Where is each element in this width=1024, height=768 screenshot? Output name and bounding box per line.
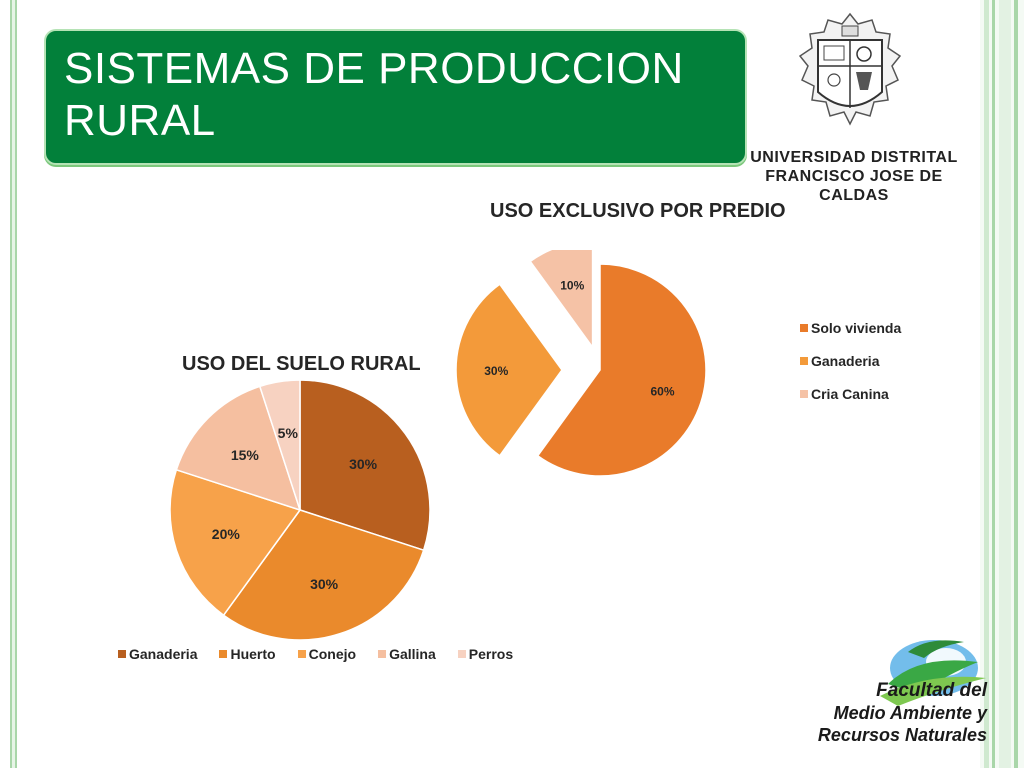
chart1-slice-ganaderia: [299, 380, 431, 552]
university-name-line2: FRANCISCO JOSE DE CALDAS: [765, 168, 943, 204]
chart1-data-label-ganaderia: 30%: [349, 456, 378, 472]
chart1-legend: Ganaderia Huerto Conejo Gallina Perros: [118, 646, 513, 662]
university-crest-logo: [798, 12, 902, 126]
faculty-globe-logo: [880, 640, 986, 706]
chart1-slice-conejo: [169, 468, 302, 617]
chart1-title: USO DEL SUELO RURAL: [182, 353, 421, 375]
chart-uso-exclusivo-predio: 60% 30% 10%: [455, 250, 707, 477]
chart2-data-label-solo-vivienda: 60%: [650, 384, 674, 398]
chart2-slice-ganaderia: [455, 283, 563, 457]
title-banner: SISTEMAS DE PRODUCCION RURAL: [44, 29, 747, 165]
chart2-legend-swatch: [800, 324, 808, 332]
chart2-data-label-ganaderia: 30%: [484, 364, 508, 378]
university-name: UNIVERSIDAD DISTRITAL FRANCISCO JOSE DE …: [738, 148, 970, 205]
chart2-slice-solo-vivienda: [536, 263, 707, 477]
chart1-legend-swatch: [378, 650, 387, 658]
chart2-legend-item-solo-vivienda: Solo vivienda: [800, 320, 901, 336]
chart1-legend-label: Conejo: [308, 646, 357, 662]
chart2-legend-label: Ganaderia: [811, 353, 880, 369]
chart1-data-label-gallina: 15%: [231, 447, 260, 463]
chart2-legend: Solo vivienda Ganaderia Cria Canina: [800, 320, 901, 402]
faculty-name-line1: Facultad del: [876, 680, 987, 701]
chart1-legend-label: Gallina: [389, 646, 436, 662]
chart2-legend-item-ganaderia: Ganaderia: [800, 353, 901, 369]
chart1-legend-item-conejo: Conejo: [297, 646, 357, 662]
chart1-legend-item-huerto: Huerto: [219, 646, 276, 662]
chart1-legend-swatch: [457, 650, 466, 658]
chart1-legend-item-gallina: Gallina: [378, 646, 436, 662]
chart1-legend-label: Huerto: [230, 646, 276, 662]
chart2-title: USO EXCLUSIVO POR PREDIO: [490, 200, 786, 222]
chart2-legend-swatch: [800, 357, 808, 365]
faculty-name-line3: Recursos Naturales: [817, 725, 987, 745]
chart2-legend-label: Cria Canina: [811, 386, 889, 402]
chart1-slice-huerto: [222, 509, 425, 641]
right-frame-stripes: [980, 0, 1024, 768]
university-name-line1: UNIVERSIDAD DISTRITAL: [750, 149, 958, 166]
chart2-legend-swatch: [800, 390, 808, 398]
chart1-legend-item-perros: Perros: [457, 646, 514, 662]
chart2-legend-label: Solo vivienda: [811, 320, 902, 336]
chart2-legend-item-cria-canina: Cria Canina: [800, 386, 901, 402]
chart1-legend-swatch: [118, 650, 126, 658]
chart1-legend-swatch: [297, 650, 306, 658]
chart1-data-label-conejo: 20%: [212, 526, 241, 542]
chart1-legend-label: Perros: [468, 646, 514, 662]
chart2-slice-cria-canina: [529, 250, 594, 350]
chart1-legend-swatch: [219, 650, 228, 658]
slide-title: SISTEMAS DE PRODUCCION RURAL: [64, 44, 684, 145]
faculty-name-line2: Medio Ambiente y: [833, 703, 987, 723]
chart2-data-label-cria-canina: 10%: [560, 279, 584, 293]
chart-uso-suelo-rural: 30% 30% 20% 15% 5%: [169, 380, 431, 641]
chart1-legend-item-ganaderia: Ganaderia: [118, 646, 197, 662]
chart1-data-label-huerto: 30%: [310, 576, 339, 592]
chart1-data-label-perros: 5%: [278, 425, 299, 441]
chart1-legend-label: Ganaderia: [129, 646, 198, 662]
left-frame-stripe: [10, 0, 17, 768]
chart1-slice-perros: [258, 380, 301, 511]
faculty-name: Facultad del Medio Ambiente y Recursos N…: [792, 680, 987, 746]
